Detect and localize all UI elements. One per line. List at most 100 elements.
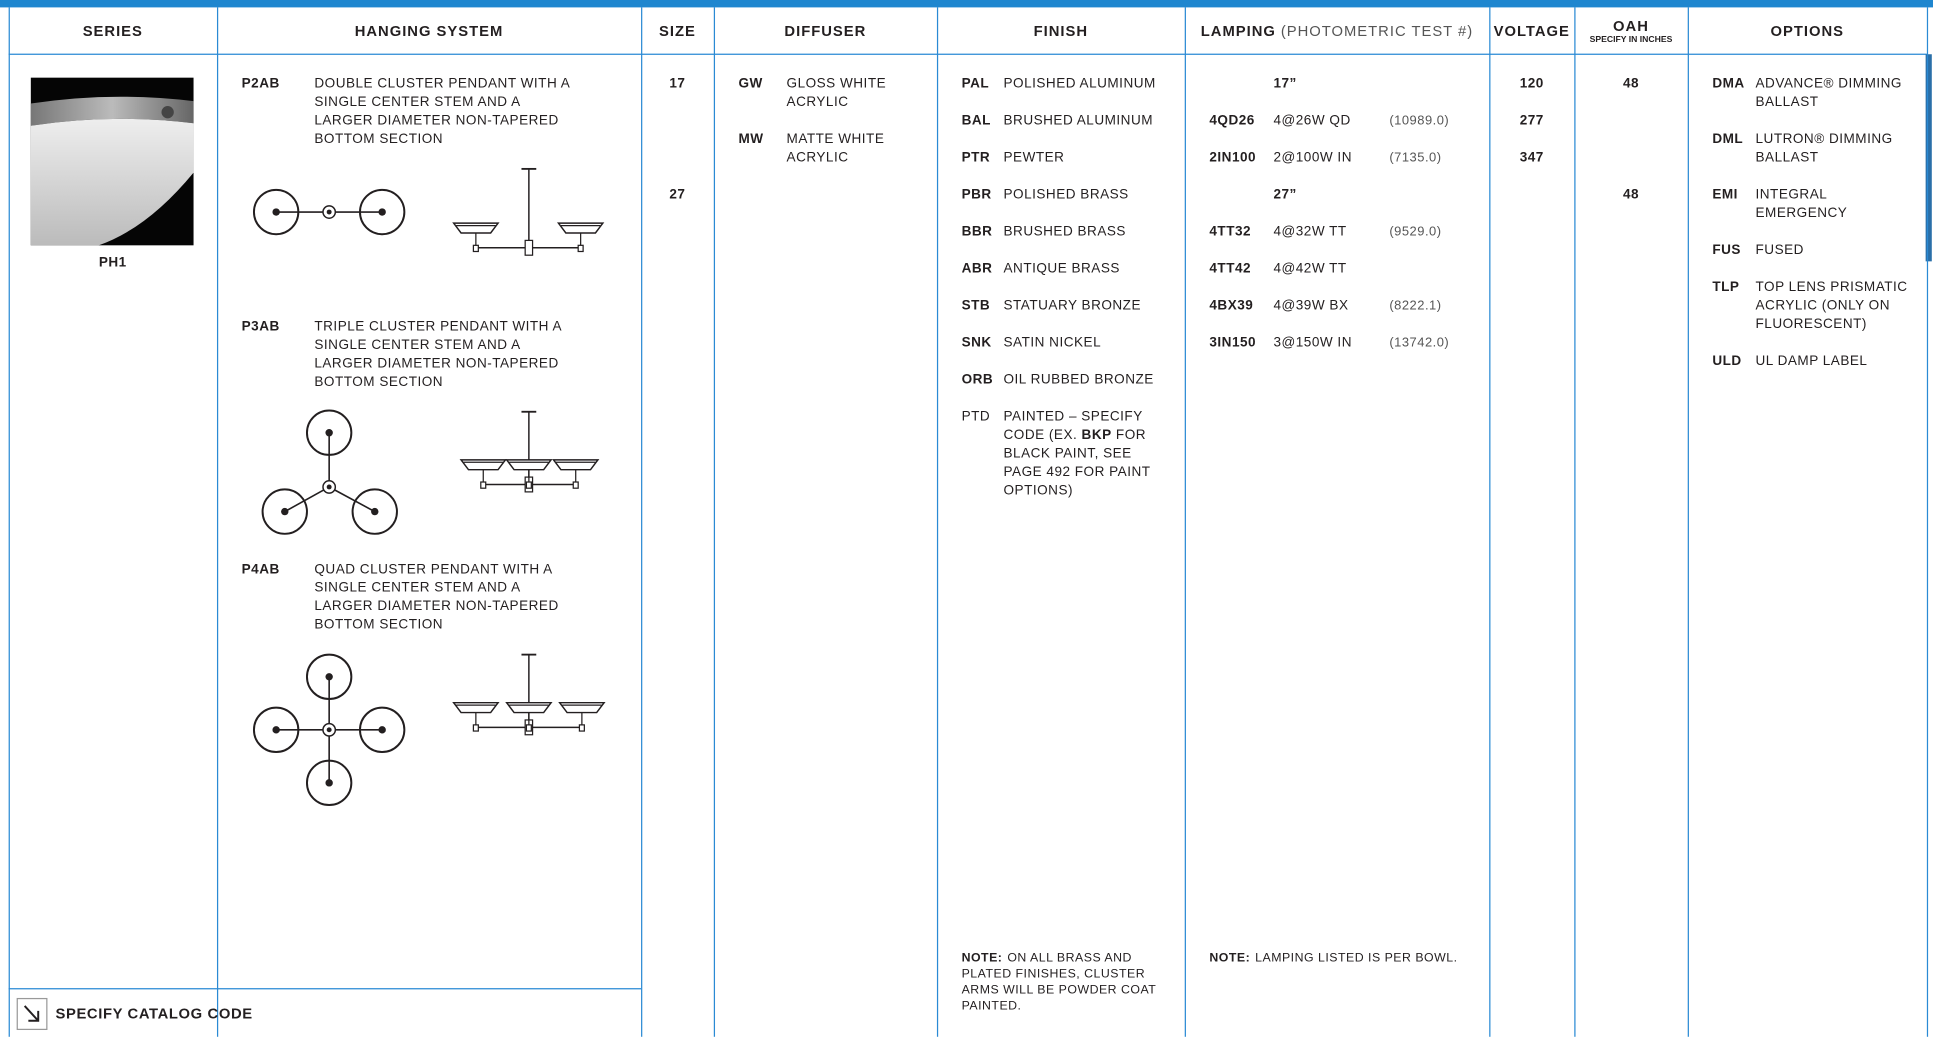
finish-code: BAL [961,113,991,129]
column-rule [936,7,939,1037]
option-label: UL DAMP LABEL [1755,353,1868,369]
option-label: ADVANCE® DIMMING BALLAST [1755,76,1902,110]
finish-label: PAINTED – SPECIFY CODE (EX. BKP FOR BLAC… [1003,408,1161,500]
finish-code: PBR [961,187,992,203]
diagram-part [358,188,406,236]
diffuser-code: GW [738,76,763,92]
option-code: EMI [1712,187,1738,203]
option-label: LUTRON® DIMMING BALLAST [1755,131,1893,166]
series-code: PH1 [98,255,127,270]
diffuser-row: MW MATTE WHITE ACRYLIC [738,131,935,168]
finish-row: BBR BRUSHED BRASS [962,223,1178,241]
diagram-part [577,244,584,253]
option-label: TOP LENS PRISMATIC ACRYLIC (ONLY ON FLUO… [1755,279,1908,332]
finish-label: POLISHED BRASS [1003,187,1129,203]
finish-label: SATIN NICKEL [1003,335,1102,351]
lamp-code: 4QD26 [1209,113,1255,129]
column-rule [641,7,643,1037]
diagram-part [524,239,534,256]
column-header: LAMPING (PHOTOMETRIC TEST #) [1185,7,1490,54]
diagram-part [351,488,398,535]
lamp-description: 4@42W TT [1273,261,1347,277]
diagram-part [252,706,300,753]
footer-label: SPECIFY CATALOG CODE [55,1004,253,1022]
option-code: DML [1712,131,1744,147]
option-code: ULD [1712,353,1742,369]
oah-value: 48 [1622,187,1640,203]
option-row: DML LUTRON® DIMMING BALLAST [1712,131,1922,168]
finish-row: ABR ANTIQUE BRASS [962,260,1178,278]
finish-label: PEWTER [1003,150,1065,166]
header-note: SPECIFY IN INCHES [1589,35,1673,44]
lamping-note: NOTE: LAMPING LISTED IS PER BOWL. [1209,950,1480,966]
finish-row: BAL BRUSHED ALUMINUM [962,112,1178,130]
diagram-part [525,481,532,489]
finish-label: STATUARY BRONZE [1003,298,1142,314]
column-rule [1489,7,1491,1037]
column-rule [216,7,219,1037]
diagram-part [272,726,280,734]
option-code: DMA [1712,76,1745,92]
header-label: OAH [1613,16,1649,34]
diagram-part [480,481,487,489]
diagram-part [371,507,379,516]
finish-row: STB STATUARY BRONZE [962,297,1178,315]
hanging-description: DOUBLE CLUSTER PENDANT WITH A SINGLE CEN… [314,76,570,147]
oah-value: 48 [1622,76,1640,92]
note-text: ON ALL BRASS AND PLATED FINISHES, CLUSTE… [961,951,1157,1014]
lamp-code: 4TT42 [1209,261,1252,277]
finish-row: SNK SATIN NICKEL [962,334,1178,352]
option-code: FUS [1712,242,1741,258]
voltage-value: 120 [1519,76,1544,92]
lamp-code: 4BX39 [1209,298,1254,314]
lamp-test: (9529.0) [1389,224,1442,240]
lamp-code: 2IN100 [1209,150,1257,166]
finish-label: ANTIQUE BRASS [1003,261,1120,277]
finish-code: SNK [961,335,992,351]
diagram-part [358,706,406,753]
note-label: NOTE: [961,951,1003,966]
diagram-part [261,488,308,535]
size-value: 17 [669,76,686,92]
lamp-test: (13742.0) [1389,335,1450,351]
finish-row: PTD PAINTED – SPECIFY CODE (EX. BKP FOR B… [962,408,1178,500]
column-rule [1184,7,1186,1037]
diffuser-label: GLOSS WHITE ACRYLIC [786,76,887,110]
finish-label: BRUSHED BRASS [1003,224,1126,240]
diagram-part [326,209,332,215]
header-note: (PHOTOMETRIC TEST #) [1280,22,1474,40]
option-label: INTEGRAL EMERGENCY [1755,187,1848,221]
finish-code: PTD [961,409,991,425]
header-label: LAMPING [1200,22,1276,40]
header-label: LAMPING (PHOTOMETRIC TEST #) [1201,22,1473,39]
diagram-part [326,727,332,733]
option-code: TLP [1712,279,1740,295]
header-label: FINISH [1033,22,1089,40]
finish-code: PTR [961,150,991,166]
option-label: FUSED [1755,242,1804,258]
diagram-part [578,724,585,732]
finish-code: ABR [961,261,993,277]
diagram-part [378,726,386,734]
column-header: OAH SPECIFY IN INCHES [1574,7,1687,54]
diagram-part [252,188,300,236]
column-header: DIFFUSER [714,7,937,54]
diffuser-label: MATTE WHITE ACRYLIC [786,131,885,166]
hanging-description: QUAD CLUSTER PENDANT WITH A SINGLE CENTE… [314,562,559,633]
diagram-part [325,673,333,681]
column-header: OPTIONS [1688,7,1927,54]
finish-label: OIL RUBBED BRONZE [1003,372,1154,388]
option-row: ULD UL DAMP LABEL [1712,353,1922,371]
lamp-test: (10989.0) [1389,113,1450,129]
column-header: SIZE [641,7,714,54]
lamp-test: (8222.1) [1389,298,1442,314]
diagram-part [472,244,479,253]
finish-note: NOTE: ON ALL BRASS AND PLATED FINISHES, C… [962,950,1159,1014]
option-row: FUS FUSED [1712,242,1922,260]
diffuser-row: GW GLOSS WHITE ACRYLIC [738,75,935,112]
lamp-code: 3IN150 [1209,335,1257,351]
note-text: LAMPING LISTED IS PER BOWL. [1255,951,1458,966]
finish-label: BRUSHED ALUMINUM [1003,113,1154,129]
